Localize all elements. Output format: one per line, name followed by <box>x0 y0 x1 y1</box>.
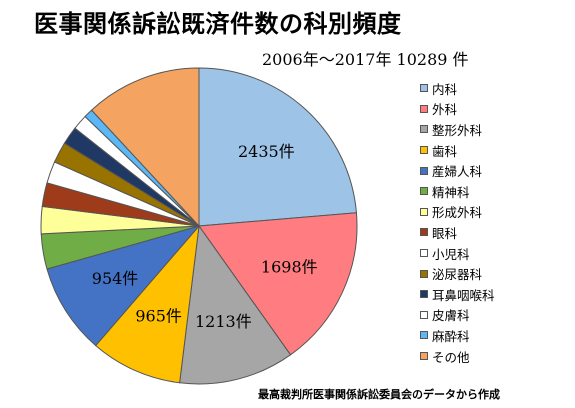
chart-legend: 内科外科整形外科歯科産婦人科精神科形成外科眼科小児科泌尿器科耳鼻咽喉科皮膚科麻酔… <box>420 78 495 366</box>
legend-swatch <box>420 228 428 237</box>
legend-item: その他 <box>420 346 495 367</box>
pie-slices <box>40 67 358 385</box>
legend-swatch <box>420 104 428 113</box>
legend-item: 泌尿器科 <box>420 263 495 284</box>
legend-swatch <box>420 310 428 319</box>
legend-item: 整形外科 <box>420 119 495 140</box>
legend-swatch <box>420 269 428 278</box>
legend-label: 精神科 <box>432 184 470 200</box>
pie-labels: 2435件 1698件 1213件 965件 954件 <box>92 142 318 331</box>
legend-label: 耳鼻咽喉科 <box>432 287 495 303</box>
legend-item: 耳鼻咽喉科 <box>420 284 495 305</box>
legend-item: 歯科 <box>420 140 495 161</box>
legend-label: その他 <box>432 349 470 365</box>
legend-label: 麻酔科 <box>432 328 470 344</box>
legend-swatch <box>420 84 428 93</box>
chart-title: 医事関係訴訟既済件数の科別頻度 <box>34 10 402 38</box>
legend-swatch <box>420 331 428 340</box>
legend-label: 小児科 <box>432 246 470 262</box>
legend-item: 外科 <box>420 99 495 120</box>
legend-item: 形成外科 <box>420 202 495 223</box>
legend-item: 精神科 <box>420 181 495 202</box>
slice-data-label: 954件 <box>92 269 139 288</box>
pie-slice <box>179 224 292 385</box>
legend-item: 産婦人科 <box>420 160 495 181</box>
slice-data-label: 1698件 <box>261 257 318 276</box>
slice-data-label: 965件 <box>135 306 182 325</box>
legend-item: 小児科 <box>420 243 495 264</box>
pie-slice <box>95 224 200 384</box>
chart-subtitle: 2006年～2017年 10289 件 <box>262 50 469 69</box>
legend-label: 皮膚科 <box>432 308 470 324</box>
slice-data-label: 2435件 <box>238 142 295 161</box>
legend-swatch <box>420 207 428 216</box>
legend-label: 歯科 <box>432 143 458 159</box>
legend-swatch <box>420 146 428 155</box>
legend-item: 麻酔科 <box>420 325 495 346</box>
pie-slice <box>90 67 200 228</box>
legend-swatch <box>420 187 428 196</box>
legend-label: 泌尿器科 <box>432 267 483 283</box>
legend-label: 眼科 <box>432 225 458 241</box>
slice-data-label: 1213件 <box>195 312 252 331</box>
legend-swatch <box>420 352 428 361</box>
pie-slice <box>198 212 358 356</box>
legend-item: 皮膚科 <box>420 305 495 326</box>
pie-slice <box>46 225 201 347</box>
legend-label: 形成外科 <box>432 205 483 221</box>
source-note: 最高裁判所医事関係訴訟委員会のデータから作成 <box>258 388 500 401</box>
legend-label: 内科 <box>432 81 458 97</box>
legend-item: 内科 <box>420 78 495 99</box>
legend-item: 眼科 <box>420 222 495 243</box>
legend-swatch <box>420 290 428 299</box>
legend-swatch <box>420 125 428 134</box>
legend-label: 外科 <box>432 102 458 118</box>
pie-slice <box>198 67 357 227</box>
legend-label: 産婦人科 <box>432 164 483 180</box>
legend-label: 整形外科 <box>432 122 483 138</box>
legend-swatch <box>420 249 428 258</box>
legend-swatch <box>420 166 428 175</box>
